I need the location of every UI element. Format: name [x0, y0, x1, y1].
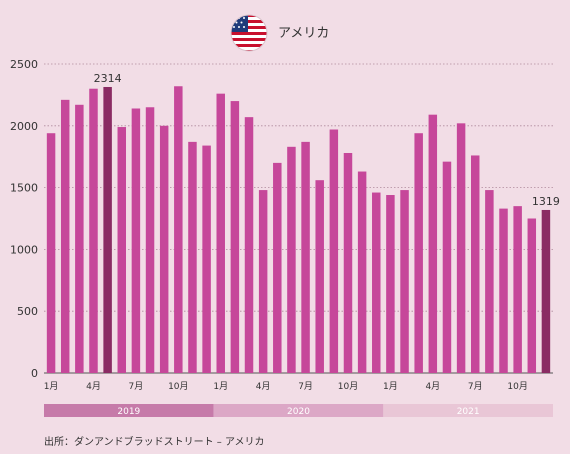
bar	[273, 162, 282, 373]
bar	[315, 180, 324, 373]
bar	[188, 141, 197, 373]
year-band	[213, 404, 384, 417]
bar	[527, 218, 537, 373]
y-tick-label: 1500	[10, 182, 38, 195]
x-tick-label: 4月	[86, 381, 101, 392]
y-tick-label: 1000	[10, 243, 38, 256]
bar	[46, 133, 56, 373]
bar	[541, 209, 551, 373]
bar	[329, 129, 339, 373]
bar	[131, 108, 141, 373]
data-label: 1319	[532, 195, 560, 208]
bar	[159, 125, 169, 373]
bar	[513, 206, 522, 373]
x-tick-label: 10月	[338, 381, 358, 392]
x-tick-label: 1月	[44, 381, 59, 392]
bar	[428, 114, 438, 374]
x-tick-label: 4月	[256, 381, 271, 392]
us-flag-icon	[230, 14, 268, 52]
bar	[343, 152, 353, 373]
bar	[230, 101, 240, 373]
source-note: 出所：ダンアンドブラッドストリート – アメリカ	[44, 437, 265, 448]
bar	[216, 93, 225, 373]
x-tick-label: 7月	[468, 381, 483, 392]
year-band	[383, 404, 553, 417]
x-tick-label: 7月	[298, 381, 313, 392]
bar	[301, 141, 310, 373]
x-tick-label: 10月	[507, 381, 527, 392]
bar	[117, 127, 127, 373]
bar	[372, 192, 381, 373]
bar	[470, 155, 480, 373]
bar	[145, 107, 155, 373]
x-tick-label: 1月	[213, 381, 228, 392]
bar	[287, 146, 296, 373]
bar	[456, 123, 466, 373]
bar	[414, 133, 423, 373]
bar	[174, 86, 183, 374]
bar	[386, 195, 395, 373]
x-tick-label: 4月	[425, 381, 440, 392]
y-tick-label: 500	[17, 305, 38, 318]
year-label: 2019	[117, 407, 140, 417]
bar	[258, 190, 268, 373]
year-band	[44, 404, 214, 417]
data-label: 2314	[94, 72, 122, 85]
bar	[75, 104, 84, 374]
y-tick-label: 0	[31, 367, 38, 380]
bar	[244, 117, 254, 373]
bar	[357, 171, 367, 373]
bar	[485, 190, 494, 373]
x-tick-label: 1月	[383, 381, 398, 392]
x-tick-label: 7月	[129, 381, 144, 392]
y-tick-label: 2000	[10, 120, 38, 133]
year-label: 2020	[287, 407, 310, 417]
year-label: 2021	[457, 407, 480, 417]
bar	[89, 88, 98, 373]
country-label: アメリカ	[278, 26, 330, 41]
bar	[499, 208, 508, 373]
bar	[103, 86, 112, 374]
bar	[442, 161, 452, 373]
bar	[60, 99, 70, 374]
bar	[202, 145, 211, 373]
bar	[400, 190, 409, 373]
y-tick-label: 2500	[10, 58, 38, 71]
x-tick-label: 10月	[168, 381, 188, 392]
